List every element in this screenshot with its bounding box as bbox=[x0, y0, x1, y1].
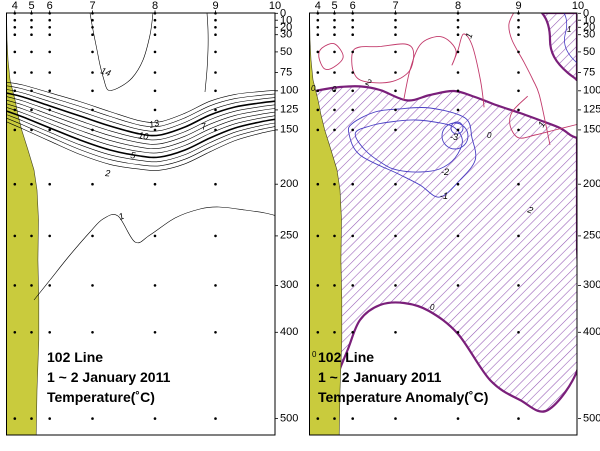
svg-text:7: 7 bbox=[89, 0, 95, 12]
svg-text:1: 1 bbox=[567, 25, 571, 34]
svg-text:125: 125 bbox=[583, 104, 600, 116]
svg-text:4: 4 bbox=[315, 0, 321, 12]
svg-text:0: 0 bbox=[312, 350, 317, 359]
svg-text:150: 150 bbox=[280, 124, 298, 136]
svg-text:75: 75 bbox=[280, 67, 292, 79]
svg-text:500: 500 bbox=[280, 413, 298, 425]
svg-text:150: 150 bbox=[583, 124, 600, 136]
svg-text:100: 100 bbox=[583, 85, 600, 97]
svg-text:6: 6 bbox=[350, 0, 356, 12]
svg-text:30: 30 bbox=[280, 29, 292, 41]
svg-text:9: 9 bbox=[515, 0, 521, 12]
svg-text:5: 5 bbox=[331, 0, 337, 12]
svg-text:125: 125 bbox=[280, 104, 298, 116]
svg-text:250: 250 bbox=[583, 230, 600, 242]
svg-text:0: 0 bbox=[311, 84, 316, 93]
svg-text:102 Line: 102 Line bbox=[47, 349, 103, 365]
svg-text:9: 9 bbox=[212, 0, 218, 12]
svg-text:7: 7 bbox=[392, 0, 398, 12]
svg-text:8: 8 bbox=[152, 0, 158, 12]
svg-text:-2: -2 bbox=[441, 167, 449, 177]
svg-text:200: 200 bbox=[583, 178, 600, 190]
svg-text:4: 4 bbox=[12, 0, 18, 12]
svg-text:30: 30 bbox=[583, 29, 595, 41]
svg-text:1 ~ 2 January 2011: 1 ~ 2 January 2011 bbox=[47, 369, 171, 385]
svg-text:Temperature(˚C): Temperature(˚C) bbox=[47, 389, 155, 405]
svg-text:250: 250 bbox=[280, 230, 298, 242]
svg-text:6: 6 bbox=[47, 0, 53, 12]
svg-text:400: 400 bbox=[583, 326, 600, 338]
svg-text:300: 300 bbox=[583, 279, 600, 291]
svg-text:-1: -1 bbox=[440, 191, 448, 201]
svg-text:2: 2 bbox=[104, 168, 111, 178]
svg-text:0: 0 bbox=[430, 303, 435, 312]
svg-text:5: 5 bbox=[28, 0, 34, 12]
svg-text:100: 100 bbox=[280, 85, 298, 97]
svg-text:400: 400 bbox=[280, 326, 298, 338]
svg-text:8: 8 bbox=[455, 0, 461, 12]
svg-text:200: 200 bbox=[280, 178, 298, 190]
svg-text:-3: -3 bbox=[450, 132, 458, 142]
svg-text:50: 50 bbox=[583, 46, 595, 58]
svg-text:300: 300 bbox=[280, 279, 298, 291]
svg-text:10: 10 bbox=[138, 130, 150, 142]
svg-text:0: 0 bbox=[332, 85, 337, 94]
svg-text:102 Line: 102 Line bbox=[318, 349, 374, 365]
svg-text:1 ~ 2 January 2011: 1 ~ 2 January 2011 bbox=[318, 369, 442, 385]
svg-text:0: 0 bbox=[487, 131, 492, 140]
svg-text:500: 500 bbox=[583, 413, 600, 425]
svg-text:Temperature Anomaly(˚C): Temperature Anomaly(˚C) bbox=[318, 389, 488, 405]
svg-text:50: 50 bbox=[280, 46, 292, 58]
svg-text:75: 75 bbox=[583, 67, 595, 79]
